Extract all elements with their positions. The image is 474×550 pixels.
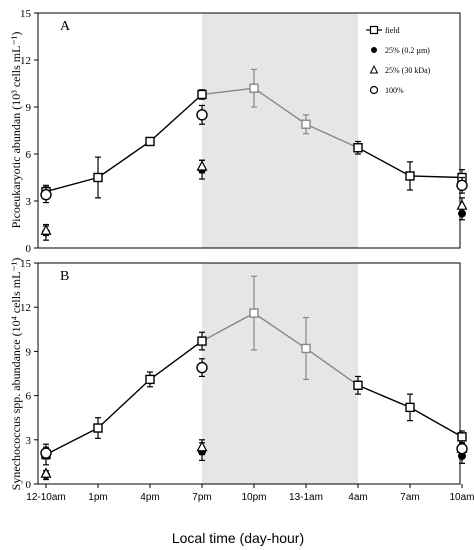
series-triangle <box>40 439 468 478</box>
series-open-circle <box>40 104 468 204</box>
data-point-open-circle <box>196 109 208 121</box>
x-tick-label: 4pm <box>140 492 159 503</box>
field-line-segment <box>201 312 255 342</box>
y-axis-label: Picoeukaryotic abundan (10³ cells mL⁻¹) <box>9 32 23 229</box>
data-point-open-circle <box>456 179 468 192</box>
y-tick-label: 12 <box>20 302 31 314</box>
data-point-open-circle <box>196 361 208 374</box>
data-point-square <box>301 343 311 354</box>
legend-label: 25% (0.2 µm) <box>385 46 430 55</box>
field-line-segment <box>305 123 359 149</box>
x-tick-label: 7pm <box>192 492 211 503</box>
field-line-segment <box>149 93 203 142</box>
y-tick-label: 6 <box>26 391 32 403</box>
data-point-square <box>405 171 415 181</box>
field-line-segment <box>97 378 151 429</box>
series-triangle <box>40 159 468 237</box>
legend-marker-triangle <box>369 64 379 74</box>
y-tick-label: 3 <box>26 196 32 208</box>
data-point-square <box>405 402 415 413</box>
y-tick-label: 6 <box>26 149 32 161</box>
field-line-segment <box>97 140 151 179</box>
y-tick-label: 15 <box>20 8 32 20</box>
panel-a: 0 3 6 9 12 15 Picoeukaryotic abundan (10³ cell… <box>9 8 468 255</box>
data-point-square <box>93 423 103 433</box>
legend-marker-open-circle <box>369 85 379 95</box>
legend-marker-filled-circle <box>371 47 377 53</box>
y-tick-label: 3 <box>26 435 32 447</box>
plot-frame <box>37 12 461 249</box>
data-point-square <box>145 374 155 385</box>
panel-label: B <box>60 269 69 284</box>
series-open-circle <box>40 358 468 460</box>
field-line-segment <box>253 312 307 350</box>
dark-period-shading <box>202 13 358 248</box>
y-tick-label: 15 <box>20 258 32 270</box>
data-point-square <box>457 432 467 442</box>
data-point-square <box>93 172 103 183</box>
field-line-segment <box>253 87 307 125</box>
data-point-open-circle <box>40 447 52 459</box>
field-line-segment <box>409 175 463 179</box>
field-line-segment <box>45 427 99 456</box>
field-line-segment <box>149 340 203 380</box>
field-line-segment <box>357 384 411 409</box>
field-line-segment <box>201 87 255 96</box>
data-point-square <box>145 136 155 147</box>
y-tick-label: 0 <box>26 243 32 255</box>
y-tick-label: 0 <box>26 479 32 491</box>
panel-label: A <box>60 19 71 34</box>
field-line-segment <box>357 147 411 177</box>
x-axis-label: Local time (day-hour) <box>172 530 304 546</box>
field-line-segment <box>305 347 359 386</box>
data-point-triangle <box>40 224 52 235</box>
x-tick-label: 7am <box>400 492 419 503</box>
data-point-triangle <box>196 440 208 452</box>
legend-label: 100% <box>385 86 404 95</box>
legend-label: 25% (30 kDa) <box>385 66 431 75</box>
x-tick-label: 12-10am <box>26 492 65 503</box>
dark-period-shading <box>202 263 358 484</box>
legend-label: field <box>385 26 400 35</box>
shared-x-axis: 12-10am 1pm 4pm 7pm 10pm 13-1am 4am 7am 10am <box>26 484 474 503</box>
data-point-square <box>197 336 207 346</box>
field-line-segment <box>45 176 99 193</box>
data-point-square <box>249 83 259 93</box>
series-square <box>41 275 467 466</box>
data-point-square <box>353 380 363 390</box>
data-point-square <box>301 119 311 129</box>
data-point-square <box>197 89 207 100</box>
data-point-triangle <box>40 467 52 478</box>
data-point-open-circle <box>40 189 52 201</box>
legend-marker-square <box>369 25 379 35</box>
legend: field 25% (0.2 µm) 25% (30 kDa) 100% <box>366 25 431 95</box>
x-tick-label: 4am <box>348 492 367 503</box>
data-point-square <box>249 308 259 318</box>
x-tick-label: 10am <box>449 492 474 503</box>
series-square <box>41 68 467 199</box>
plot-frame <box>37 262 461 485</box>
data-point-open-circle <box>456 442 468 455</box>
x-tick-label: 10pm <box>241 492 266 503</box>
y-tick-label: 9 <box>26 346 32 358</box>
y-tick-label: 9 <box>26 102 32 114</box>
x-tick-label: 1pm <box>88 492 107 503</box>
y-tick-label: 12 <box>20 55 31 67</box>
data-point-square <box>353 143 363 153</box>
y-axis-label: Synechococcus spp. abundance (10⁴ cells … <box>9 258 23 491</box>
field-line-segment <box>409 406 463 438</box>
x-tick-label: 13-1am <box>289 492 323 503</box>
data-point-triangle <box>456 199 468 210</box>
data-point-triangle <box>196 160 208 171</box>
